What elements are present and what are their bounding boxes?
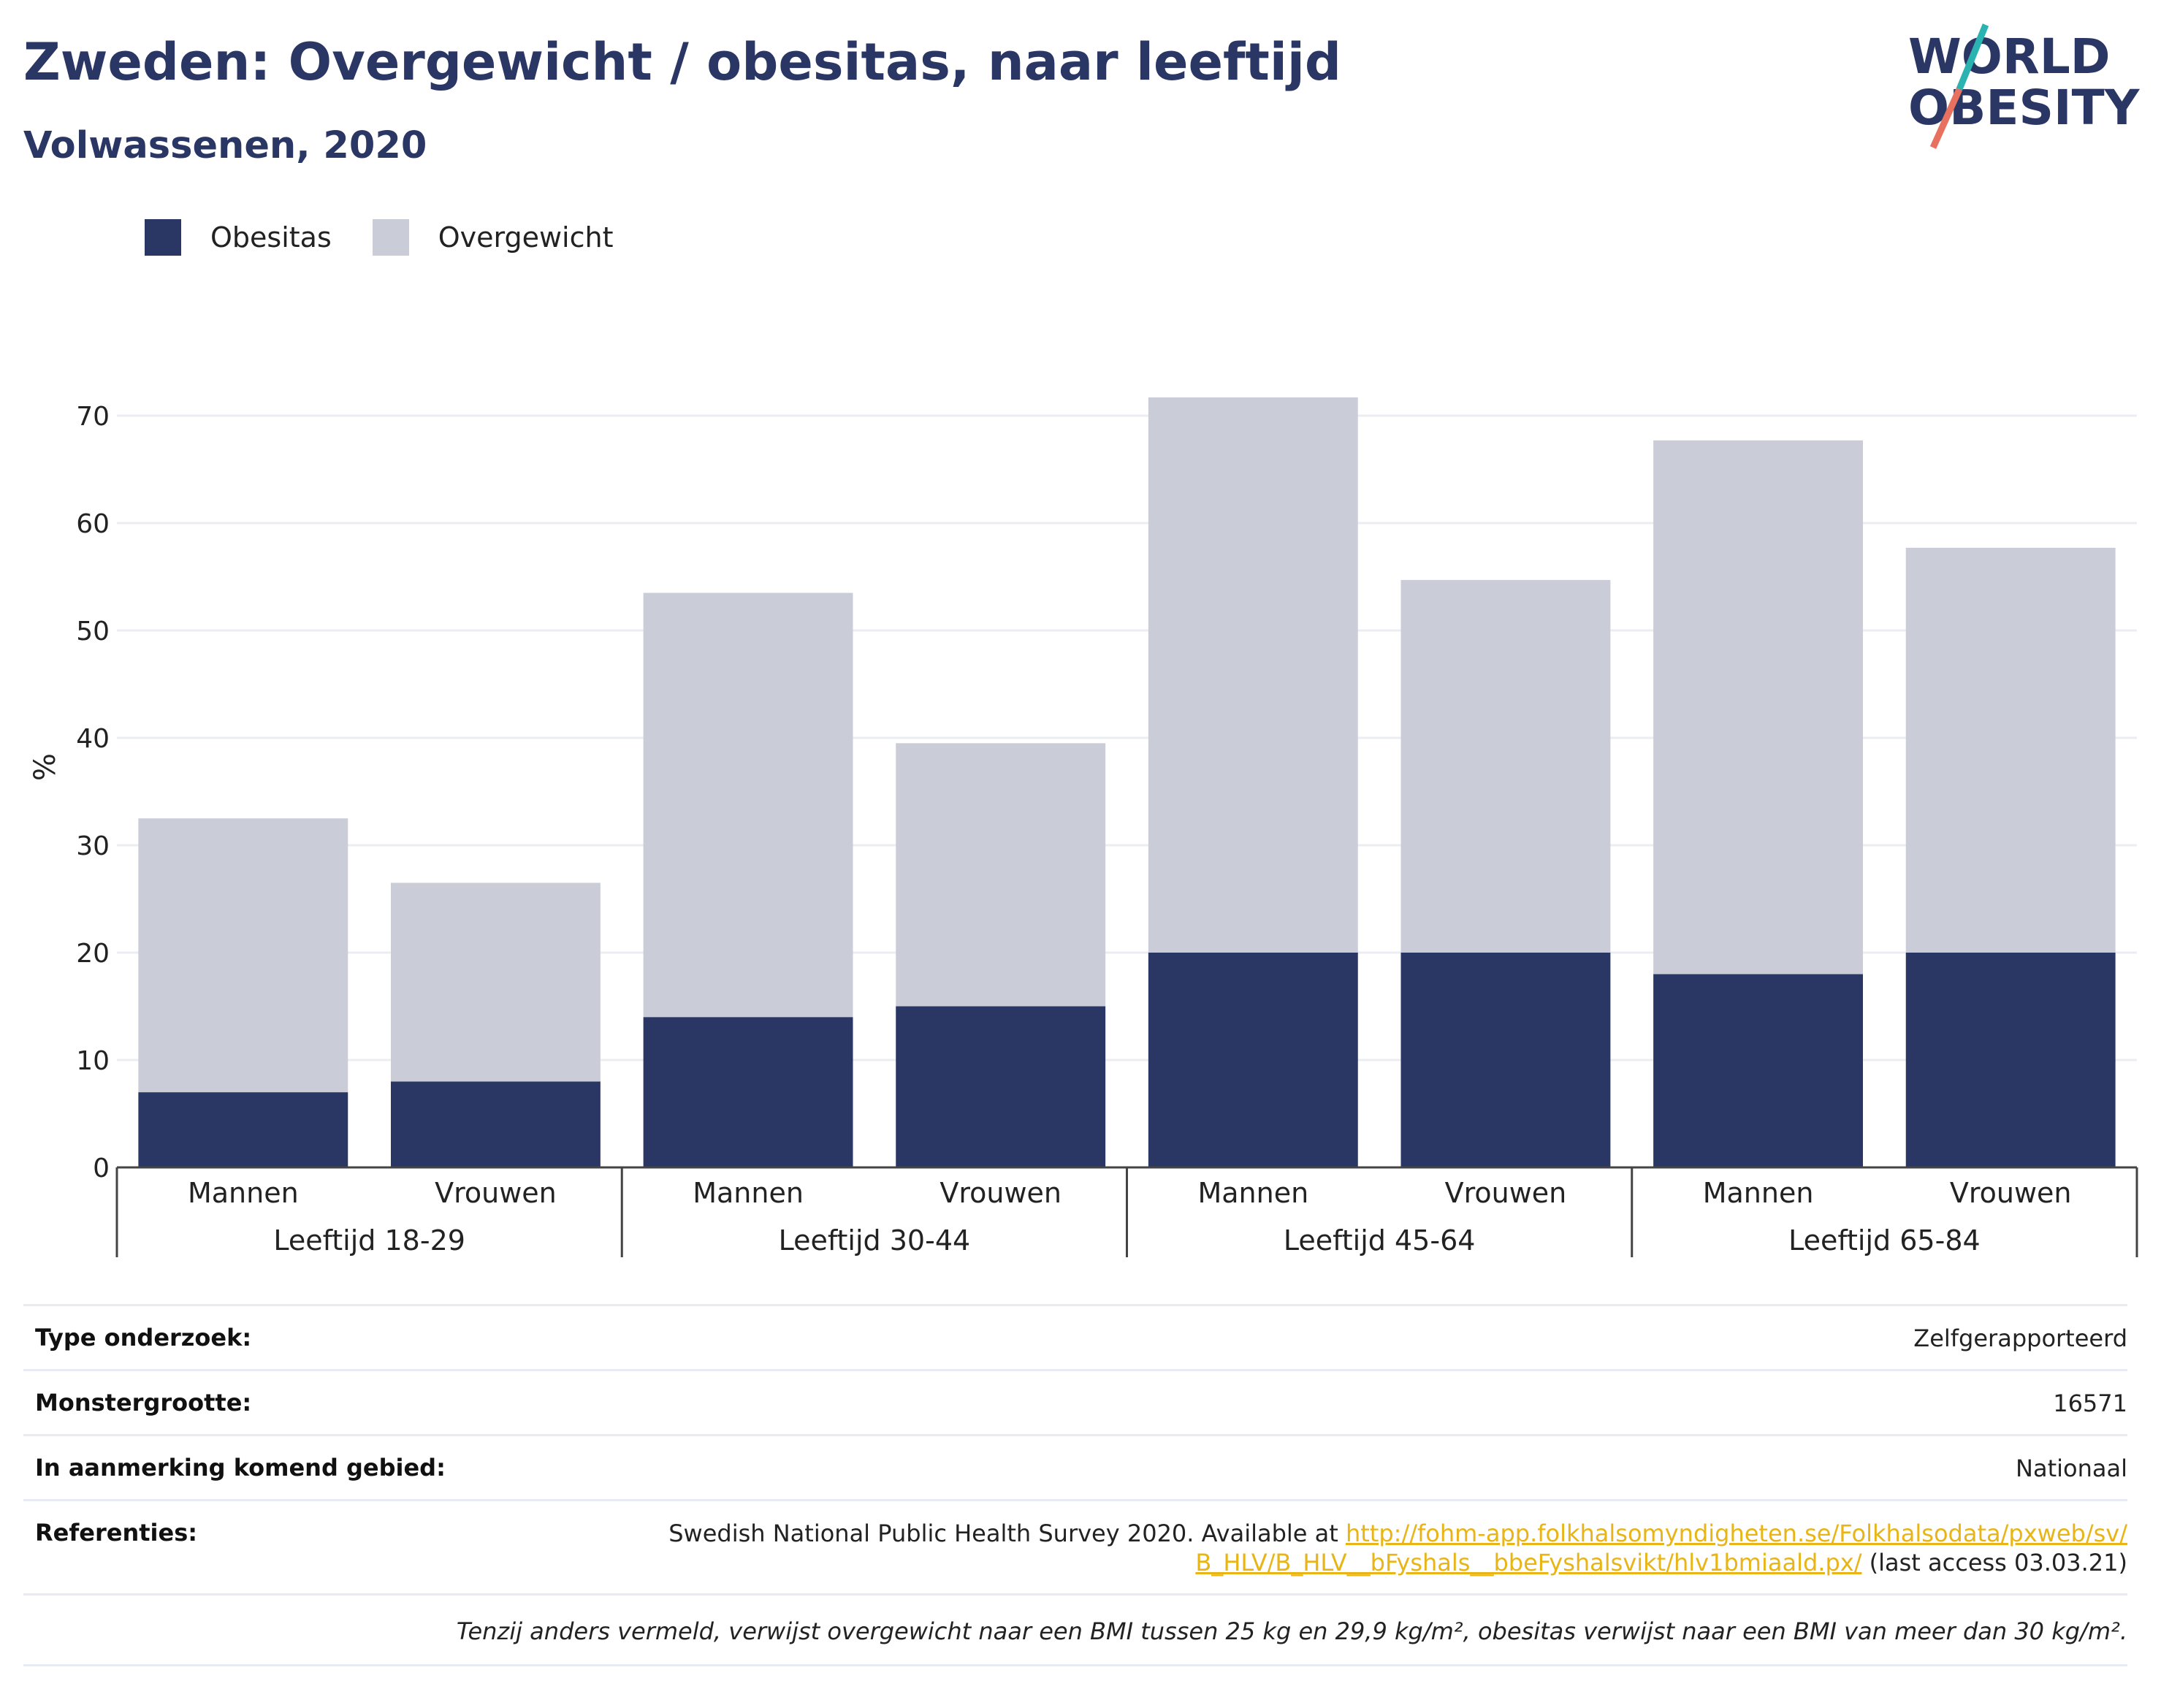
stacked-bar-chart: 0 10 20 30 40 50 60 70% Mannen Vrouwen Mannen Vrouw… bbox=[28, 397, 2138, 1257]
x-group-label: Leeftijd 30-44 bbox=[779, 1224, 971, 1257]
world-obesity-logo: WORLD OBESITY bbox=[1908, 23, 2141, 149]
legend-item-obesity[interactable]: Obesitas bbox=[145, 219, 332, 256]
y-tick-label: 10 bbox=[76, 1046, 110, 1076]
bar-overweight bbox=[643, 592, 853, 1018]
y-tick-label: 60 bbox=[76, 509, 110, 539]
bmi-footnote: Tenzij anders vermeld, verwijst overgewi… bbox=[23, 1593, 2127, 1666]
legend-label-overweight: Overgewicht bbox=[438, 221, 614, 253]
bar-obesity bbox=[1400, 953, 1611, 1167]
meta-value-area: Nationaal bbox=[2016, 1455, 2127, 1482]
meta-row-survey-type: Type onderzoek: Zelfgerapporteerd bbox=[23, 1304, 2127, 1369]
meta-value-references: Swedish National Public Health Survey 20… bbox=[666, 1519, 2127, 1577]
bar-overweight bbox=[391, 882, 601, 1082]
meta-row-references: Referenties: Swedish National Public Hea… bbox=[23, 1499, 2127, 1593]
legend-swatch-overweight bbox=[372, 219, 409, 256]
x-group-label: Leeftijd 45-64 bbox=[1284, 1224, 1476, 1257]
meta-label-sample-size: Monstergrootte: bbox=[35, 1389, 252, 1417]
bar-obesity bbox=[1653, 974, 1863, 1167]
meta-label-references: Referenties: bbox=[35, 1519, 198, 1547]
metadata-table: Type onderzoek: Zelfgerapporteerd Monste… bbox=[23, 1304, 2127, 1666]
logo-slash-coral bbox=[1929, 88, 1963, 149]
meta-row-area: In aanmerking komend gebied: Nationaal bbox=[23, 1434, 2127, 1499]
logo-text-world: WORLD bbox=[1908, 28, 2111, 85]
meta-row-sample-size: Monstergrootte: 16571 bbox=[23, 1369, 2127, 1434]
logo-slash-teal bbox=[1956, 23, 1989, 91]
chart-legend: Obesitas Overgewicht bbox=[145, 218, 655, 257]
y-axis-label: % bbox=[28, 753, 62, 781]
y-tick-label: 50 bbox=[76, 617, 110, 647]
y-tick-label: 0 bbox=[93, 1154, 110, 1183]
chart-title: Zweden: Overgewicht / obesitas, naar lee… bbox=[23, 32, 1341, 92]
bar-overweight bbox=[1653, 440, 1863, 975]
y-tick-label: 70 bbox=[76, 402, 110, 432]
x-category-label: Vrouwen bbox=[435, 1177, 557, 1209]
y-tick-label: 20 bbox=[76, 939, 110, 969]
references-suffix: (last access 03.03.21) bbox=[1861, 1549, 2127, 1577]
bar-obesity bbox=[1905, 953, 2116, 1167]
chart-subtitle: Volwassenen, 2020 bbox=[23, 124, 427, 167]
bar-overweight bbox=[1148, 397, 1358, 953]
x-category-label: Mannen bbox=[693, 1177, 804, 1209]
y-tick-label: 40 bbox=[76, 724, 110, 754]
meta-label-survey-type: Type onderzoek: bbox=[35, 1324, 252, 1351]
bar-obesity bbox=[138, 1092, 348, 1167]
bar-obesity bbox=[391, 1081, 601, 1167]
meta-value-survey-type: Zelfgerapporteerd bbox=[1913, 1324, 2127, 1352]
x-group-label: Leeftijd 18-29 bbox=[273, 1224, 465, 1257]
x-category-label: Vrouwen bbox=[1445, 1177, 1567, 1209]
bar-obesity bbox=[896, 1006, 1106, 1167]
x-category-label: Mannen bbox=[1197, 1177, 1308, 1209]
references-text: Swedish National Public Health Survey 20… bbox=[668, 1520, 1346, 1547]
meta-label-area: In aanmerking komend gebied: bbox=[35, 1454, 446, 1482]
bar-overweight bbox=[896, 743, 1106, 1007]
bar-overweight bbox=[1400, 579, 1611, 953]
references-link[interactable]: http://fohm-app.folkhalsomyndigheten.se/… bbox=[1195, 1520, 2127, 1577]
logo-text-obesity: OBESITY bbox=[1908, 80, 2141, 136]
bar-overweight bbox=[138, 818, 348, 1093]
x-category-label: Vrouwen bbox=[940, 1177, 1062, 1209]
bar-obesity bbox=[1148, 953, 1358, 1167]
legend-label-obesity: Obesitas bbox=[210, 221, 332, 253]
x-group-label: Leeftijd 65-84 bbox=[1788, 1224, 1981, 1257]
x-category-label: Mannen bbox=[188, 1177, 299, 1209]
y-tick-label: 30 bbox=[76, 831, 110, 861]
x-category-label: Vrouwen bbox=[1950, 1177, 2072, 1209]
x-category-label: Mannen bbox=[1703, 1177, 1814, 1209]
bar-overweight bbox=[1905, 547, 2116, 953]
legend-item-overweight[interactable]: Overgewicht bbox=[372, 219, 614, 256]
bar-obesity bbox=[643, 1017, 853, 1167]
meta-value-sample-size: 16571 bbox=[2053, 1389, 2127, 1417]
legend-swatch-obesity bbox=[145, 219, 181, 256]
